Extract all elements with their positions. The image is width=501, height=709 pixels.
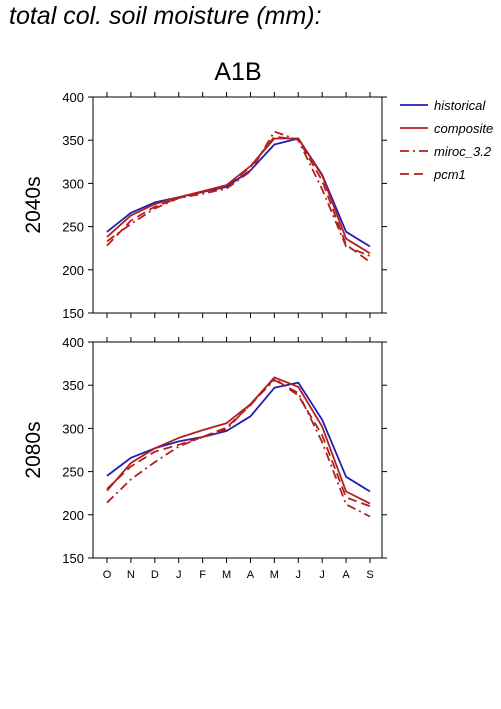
x-tick-label: A	[342, 569, 350, 581]
x-tick-label: J	[319, 569, 325, 581]
y-tick-label: 300	[62, 176, 84, 191]
series-line-composite	[106, 376, 371, 505]
scenario-title: A1B	[214, 58, 261, 86]
x-tick-label: F	[199, 569, 206, 581]
series-line-historical	[106, 381, 371, 493]
x-tick-label: J	[296, 569, 302, 581]
x-tick-label: N	[127, 569, 135, 581]
y-tick-label: 200	[62, 263, 84, 278]
plot-frame	[92, 96, 383, 314]
y-tick-label: 400	[62, 335, 84, 350]
legend-item-historical: historical	[400, 98, 486, 113]
legend-item-miroc_3.2: miroc_3.2	[400, 144, 492, 159]
page-title: total col. soil moisture (mm):	[9, 2, 322, 30]
panel-2080s: 150 200 250 300 350 400 2080s	[22, 335, 387, 566]
series-line-miroc_3.2	[106, 379, 371, 518]
y-tick-label: 350	[62, 133, 84, 148]
panel-label: 2080s	[22, 421, 45, 478]
panel-label: 2040s	[22, 176, 45, 233]
x-tick-label: A	[247, 569, 255, 581]
series-line-pcm1	[106, 135, 371, 263]
x-tick-label: J	[176, 569, 182, 581]
legend-label: composite	[434, 121, 493, 136]
legend-label: miroc_3.2	[434, 144, 492, 159]
x-tick-label: D	[151, 569, 159, 581]
y-tick-label: 200	[62, 508, 84, 523]
legend-item-pcm1: pcm1	[400, 167, 466, 182]
panels-layer: 150 200 250 300 350 400 2040s 150 200 250 300 350 40…	[22, 90, 387, 581]
y-tick-label: 400	[62, 90, 84, 105]
x-tick-label: M	[222, 569, 231, 581]
series-line-historical	[106, 137, 371, 248]
x-tick-label: S	[366, 569, 373, 581]
y-tick-label: 300	[62, 421, 84, 436]
series-line-composite	[106, 137, 371, 255]
x-tick-label: O	[103, 569, 112, 581]
series-line-pcm1	[106, 377, 371, 508]
legend-label: historical	[434, 98, 486, 113]
y-tick-label: 250	[62, 220, 84, 235]
x-tick-label: M	[270, 569, 279, 581]
y-tick-label: 350	[62, 378, 84, 393]
y-tick-label: 250	[62, 465, 84, 480]
legend-item-composite: composite	[400, 121, 493, 136]
plot-frame	[92, 341, 383, 559]
y-tick-label: 150	[62, 551, 84, 566]
legend: historical composite miroc_3.2 pcm1	[400, 98, 493, 182]
y-tick-label: 150	[62, 306, 84, 321]
legend-label: pcm1	[433, 167, 466, 182]
series-line-miroc_3.2	[106, 130, 371, 257]
panel-2040s: 150 200 250 300 350 400 2040s	[22, 90, 387, 321]
